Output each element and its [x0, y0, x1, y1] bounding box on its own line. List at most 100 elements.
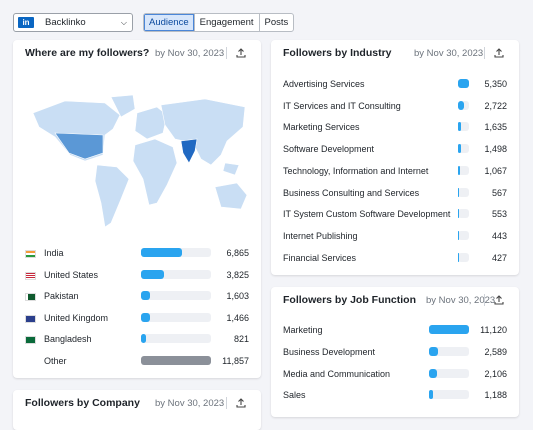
row: Software Development 1,498 — [271, 143, 519, 155]
separator — [484, 47, 485, 59]
page: in Backlinko ⌵ Audience Engagement Posts W… — [13, 13, 519, 430]
bar-track — [141, 248, 211, 257]
row-label: Media and Communication — [283, 368, 391, 379]
card-title: Where are my followers? — [25, 47, 150, 59]
row: IT Services and IT Consulting 2,722 — [271, 100, 519, 112]
bar — [458, 100, 464, 110]
row-value: 567 — [491, 187, 507, 198]
bar-track — [458, 144, 469, 154]
row-value: 2,589 — [484, 346, 507, 357]
bar — [141, 312, 150, 322]
row-value: 1,466 — [226, 312, 249, 323]
bar-track — [458, 187, 469, 197]
bar-track — [458, 122, 469, 132]
card-date: by Nov 30, 2023 — [414, 48, 484, 59]
bar-track — [141, 312, 211, 322]
tab[interactable]: Posts — [258, 14, 294, 31]
row-label: Bangladesh — [44, 334, 92, 345]
row-label: Pakistan — [44, 291, 79, 302]
separator — [226, 397, 227, 409]
row-value: 1,067 — [484, 165, 507, 176]
row: Business Consulting and Services 567 — [271, 187, 519, 199]
bar — [141, 269, 164, 279]
row: Business Development 2,589 — [271, 346, 519, 358]
bar-track — [141, 269, 211, 279]
bar — [141, 334, 146, 344]
row: Internet Publishing 443 — [271, 230, 519, 242]
bar — [141, 248, 182, 257]
row: Other 11,857 — [13, 355, 261, 367]
row-value: 2,106 — [484, 368, 507, 379]
separator — [226, 47, 227, 59]
tab[interactable]: Audience — [144, 14, 194, 31]
flag-icon — [25, 250, 36, 258]
bar-track — [429, 346, 469, 356]
card: Followers by Industry by Nov 30, 2023 Adve… — [271, 40, 519, 275]
chevron: ⌵ — [120, 18, 127, 27]
tabs: Audience Engagement Posts — [143, 13, 295, 32]
bar — [458, 122, 462, 132]
linkedin-icon: in — [18, 17, 34, 28]
row-value: 2,722 — [484, 100, 507, 111]
bar — [458, 144, 462, 154]
flag-icon — [25, 271, 36, 280]
card-title: Followers by Company — [25, 397, 140, 409]
export-button[interactable] — [493, 46, 505, 58]
row-value: 6,865 — [226, 248, 249, 258]
bar — [458, 165, 461, 175]
row: Technology, Information and Internet 1,06… — [271, 165, 519, 177]
account-select[interactable]: in Backlinko ⌵ — [13, 13, 133, 32]
bar — [429, 325, 469, 334]
row: United States 3,825 — [13, 269, 261, 281]
row-label: India — [44, 248, 64, 258]
row-value: 11,857 — [222, 356, 249, 366]
row-label: Sales — [283, 390, 306, 401]
row: Pakistan 1,603 — [13, 290, 261, 302]
row: Financial Services 427 — [271, 252, 519, 264]
bar-track — [141, 356, 211, 365]
row-value: 1,603 — [226, 291, 249, 302]
row-label: Marketing — [283, 325, 323, 335]
row: Bangladesh 821 — [13, 333, 261, 345]
tab[interactable]: Engagement — [193, 14, 259, 31]
row: Media and Communication 2,106 — [271, 368, 519, 380]
row-value: 1,635 — [484, 122, 507, 133]
bar — [458, 79, 469, 88]
bar-track — [458, 209, 469, 219]
row: Sales 1,188 — [271, 389, 519, 401]
export-button[interactable] — [235, 46, 247, 58]
card: Followers by Company by Nov 30, 2023 — [13, 390, 261, 430]
row-value: 1,498 — [484, 144, 507, 155]
row-value: 11,120 — [480, 325, 507, 335]
bar — [429, 368, 437, 378]
card-title: Followers by Industry — [283, 47, 392, 59]
card-date: by Nov 30, 2023 — [426, 295, 496, 306]
row: United Kingdom 1,466 — [13, 312, 261, 324]
row: India 6,865 — [13, 247, 261, 259]
bar-track — [458, 79, 469, 88]
card: Where are my followers? by Nov 30, 2023 In… — [13, 40, 261, 378]
card-title: Followers by Job Function — [283, 294, 417, 306]
export-button[interactable] — [235, 396, 247, 408]
bar — [458, 187, 460, 197]
bar — [429, 390, 434, 400]
row-value: 427 — [491, 252, 507, 263]
bar — [458, 209, 460, 219]
card-date: by Nov 30, 2023 — [155, 48, 225, 59]
bar-track — [429, 368, 469, 378]
row-label: Advertising Services — [283, 79, 365, 89]
row-label: Business Consulting and Services — [283, 187, 420, 198]
row-label: Other — [44, 356, 67, 366]
bar-track — [458, 252, 469, 262]
row-label: IT System Custom Software Development — [283, 209, 451, 220]
row: IT System Custom Software Development 553 — [271, 208, 519, 220]
flag-icon — [25, 293, 36, 302]
row-value: 1,188 — [484, 390, 507, 401]
row-value: 5,350 — [484, 79, 507, 89]
bar — [141, 291, 151, 301]
row-value: 3,825 — [226, 269, 249, 280]
row: Advertising Services 5,350 — [271, 78, 519, 90]
bar — [458, 230, 459, 240]
export-button[interactable] — [493, 293, 505, 305]
bar — [141, 356, 211, 365]
